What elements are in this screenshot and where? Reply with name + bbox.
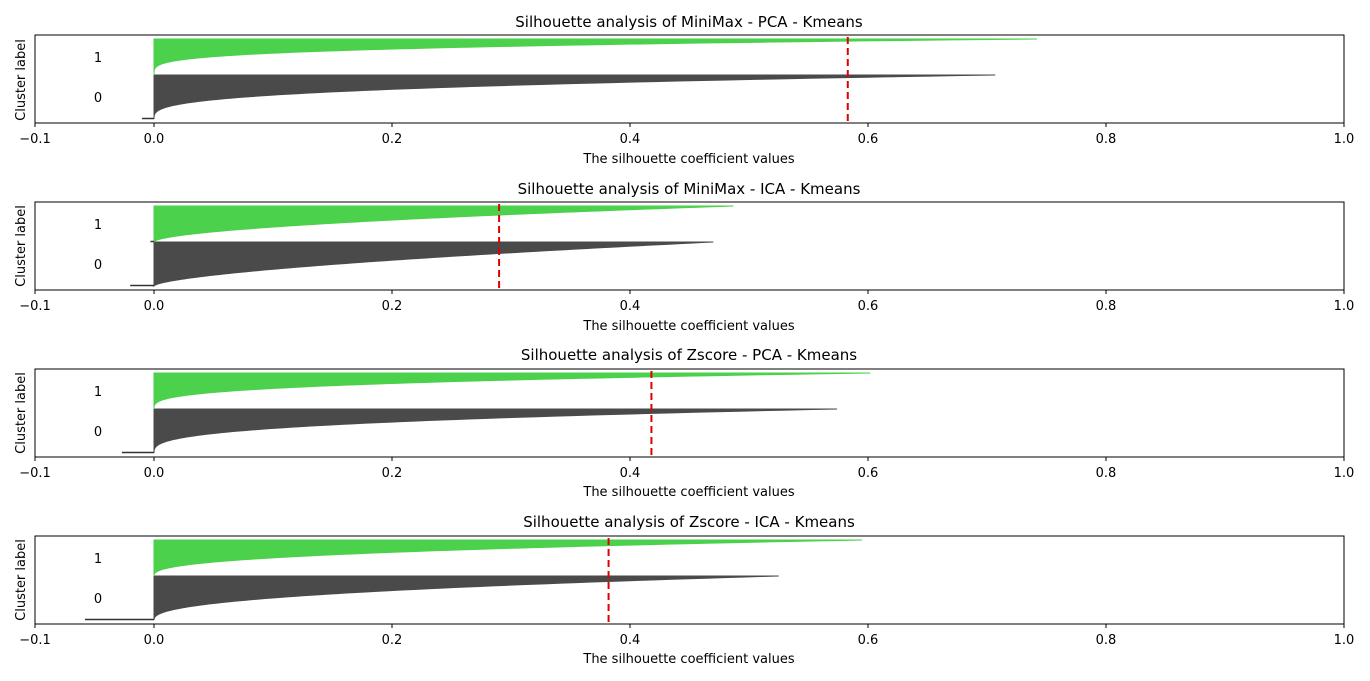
x-tick-label: −0.1 bbox=[19, 633, 51, 648]
cluster-label-0: 0 bbox=[94, 425, 102, 440]
cluster-label-1: 1 bbox=[94, 51, 102, 66]
subplot-2: Silhouette analysis of MiniMax - ICA - K… bbox=[14, 180, 861, 334]
axes-border bbox=[34, 535, 1345, 625]
x-tick-label: 0.0 bbox=[144, 299, 165, 314]
x-tick-label: 0.6 bbox=[858, 299, 879, 314]
subplot-4-marks: 0 1 −0.1 0.0 0.2 0.4 0.6 0.8 1.0 bbox=[19, 535, 1355, 648]
cluster-1-silhouette bbox=[153, 205, 734, 243]
y-axis-label: Cluster label bbox=[14, 205, 29, 287]
cluster-1-silhouette bbox=[153, 372, 871, 409]
axes-border bbox=[34, 201, 1345, 291]
x-tick-label: 0.0 bbox=[144, 466, 165, 481]
cluster-0-silhouette bbox=[153, 241, 714, 288]
subplot-1-marks: 0 1 −0.1 0.0 0.2 0.4 0.6 0.8 1.0 bbox=[19, 34, 1355, 147]
y-axis-label: Cluster label bbox=[14, 539, 29, 621]
x-tick-label: −0.1 bbox=[19, 466, 51, 481]
cluster-1-silhouette bbox=[153, 539, 863, 577]
subplot-2-marks: 0 1 −0.1 0.0 0.2 0.4 0.6 0.8 1.0 bbox=[19, 201, 1355, 314]
axes-border bbox=[34, 34, 1345, 124]
subplot-title: Silhouette analysis of MiniMax - ICA - K… bbox=[518, 180, 861, 198]
subplot-4: Silhouette analysis of Zscore - ICA - Km… bbox=[14, 513, 855, 667]
x-tick-label: 0.0 bbox=[144, 132, 165, 147]
y-axis-label: Cluster label bbox=[14, 39, 29, 121]
x-tick-label: 1.0 bbox=[1334, 299, 1355, 314]
x-tick-label: 0.2 bbox=[382, 633, 403, 648]
cluster-0-silhouette bbox=[153, 408, 838, 453]
x-axis-label: The silhouette coefficient values bbox=[582, 485, 794, 500]
cluster-0-silhouette bbox=[153, 575, 779, 621]
cluster-label-0: 0 bbox=[94, 592, 102, 607]
x-tick-label: 0.6 bbox=[858, 633, 879, 648]
cluster-label-1: 1 bbox=[94, 552, 102, 567]
subplot-title: Silhouette analysis of MiniMax - PCA - K… bbox=[515, 13, 863, 31]
subplot-3: Silhouette analysis of Zscore - PCA - Km… bbox=[14, 346, 857, 500]
x-tick-label: 0.2 bbox=[382, 132, 403, 147]
x-tick-label: 0.4 bbox=[620, 299, 641, 314]
cluster-label-1: 1 bbox=[94, 385, 102, 400]
x-axis-label: The silhouette coefficient values bbox=[582, 652, 794, 667]
cluster-label-0: 0 bbox=[94, 258, 102, 273]
x-tick-label: 0.2 bbox=[382, 466, 403, 481]
x-tick-label: 0.6 bbox=[858, 466, 879, 481]
cluster-label-1: 1 bbox=[94, 218, 102, 233]
axes-border bbox=[34, 368, 1345, 458]
x-tick-label: 0.6 bbox=[858, 132, 879, 147]
subplot-title: Silhouette analysis of Zscore - PCA - Km… bbox=[521, 346, 857, 364]
x-tick-label: 1.0 bbox=[1334, 466, 1355, 481]
x-tick-label: 0.8 bbox=[1096, 466, 1117, 481]
x-tick-label: 0.8 bbox=[1096, 299, 1117, 314]
x-tick-label: 0.4 bbox=[620, 466, 641, 481]
x-tick-label: −0.1 bbox=[19, 132, 51, 147]
x-tick-label: 0.8 bbox=[1096, 132, 1117, 147]
x-axis-label: The silhouette coefficient values bbox=[582, 152, 794, 167]
x-tick-label: 1.0 bbox=[1334, 132, 1355, 147]
subplot-1: Silhouette analysis of MiniMax - PCA - K… bbox=[14, 13, 863, 167]
x-axis-label: The silhouette coefficient values bbox=[582, 319, 794, 334]
x-tick-label: 0.4 bbox=[620, 132, 641, 147]
cluster-label-0: 0 bbox=[94, 91, 102, 106]
x-tick-label: 1.0 bbox=[1334, 633, 1355, 648]
y-axis-label: Cluster label bbox=[14, 372, 29, 454]
plot-areas: 01−0.1 0.0 0.2 0.4 0.6 0.8 1.001−0.1 0.0 0.2 0.4 0… bbox=[19, 34, 1355, 648]
x-tick-label: 0.4 bbox=[620, 633, 641, 648]
x-tick-label: 0.2 bbox=[382, 299, 403, 314]
x-tick-label: 0.0 bbox=[144, 633, 165, 648]
x-tick-label: −0.1 bbox=[19, 299, 51, 314]
cluster-1-silhouette bbox=[153, 38, 1037, 75]
x-tick-label: 0.8 bbox=[1096, 633, 1117, 648]
subplot-title: Silhouette analysis of Zscore - ICA - Km… bbox=[523, 513, 855, 531]
subplot-3-marks: 0 1 −0.1 0.0 0.2 0.4 0.6 0.8 1.0 bbox=[19, 368, 1355, 481]
cluster-0-silhouette bbox=[153, 74, 996, 119]
